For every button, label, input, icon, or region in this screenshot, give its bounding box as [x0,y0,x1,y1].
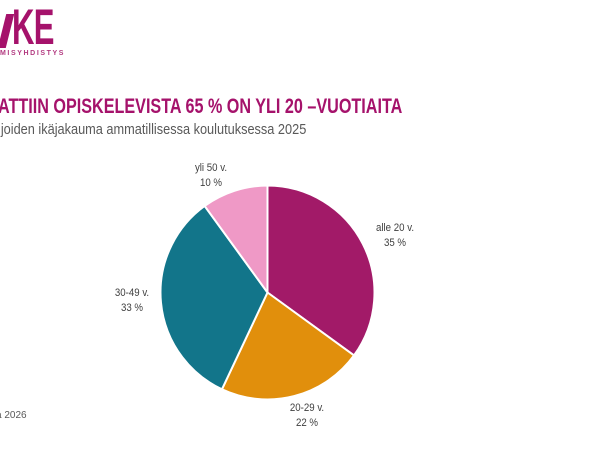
pie-slice-alle-20-v- [266,184,376,357]
slice-label-text: alle 20 v. [375,222,415,234]
pie-slice-30-49-v- [159,204,269,391]
page-subtitle: ijoiden ikäjakauma ammatillisessa koulut… [0,121,307,138]
footer-note: a 2026 [0,410,27,421]
slice-label-text: 20-29 v. [289,402,325,414]
slice-label-value: 35 % [383,237,407,249]
slice-label-text: 30-49 v. [114,287,150,299]
slice-label-20-29: 20-29 v. 22 % [259,401,356,431]
slice-label-30-49: 30-49 v. 33 % [84,286,181,316]
pie-chart [159,184,376,401]
logo-text: KE [12,0,54,55]
slice-label-text: yli 50 v. [194,162,228,174]
page-title: ATTIIN OPISKELEVISTA 65 % ON YLI 20 –VUO… [0,95,403,118]
slice-label-value: 10 % [199,177,223,189]
slice-label-value: 22 % [295,417,319,429]
slice-label-yli-50: yli 50 v. 10 % [163,161,260,191]
pie-slice-yli-50-v- [203,184,269,294]
logo-tagline: MISYHDISTYS [0,50,66,57]
slice-label-alle-20: alle 20 v. 35 % [347,221,444,251]
slice-label-value: 33 % [120,302,144,314]
